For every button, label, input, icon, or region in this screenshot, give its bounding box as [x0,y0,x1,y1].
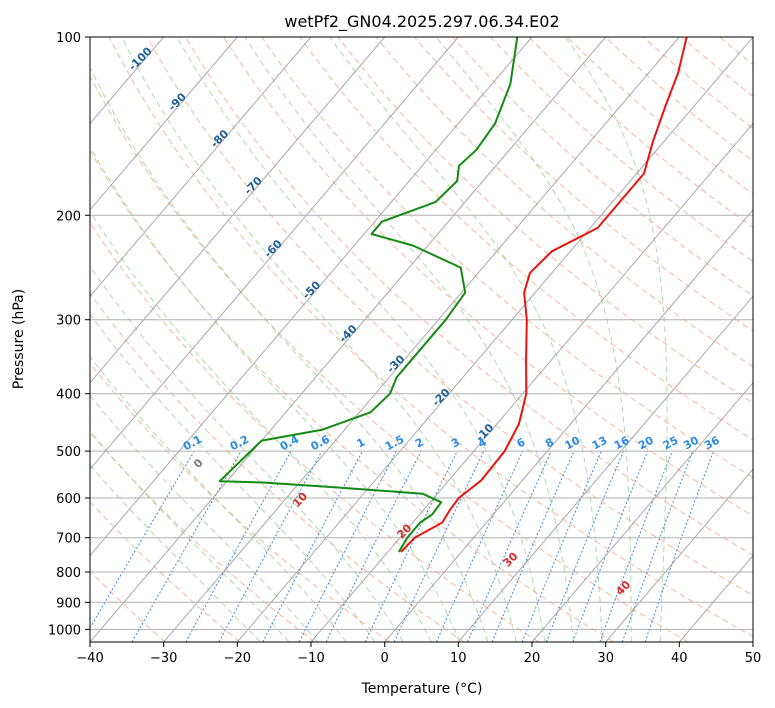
dry-adiabat-line [490,37,753,263]
isotherm-line [310,122,753,642]
dry-adiabat-line [146,37,753,596]
mixing-ratio-line [621,450,694,642]
x-tick-label: 10 [450,651,467,666]
x-tick-label: 30 [597,651,614,666]
isotherm-line [163,37,680,642]
chart-title: wetPf2_GN04.2025.297.06.34.E02 [284,12,559,32]
x-tick-label: 0 [381,651,389,666]
isotherm-line [90,37,459,470]
mixing-ratio-line [467,450,552,642]
mixing-ratio-line [90,450,195,629]
dry-adiabat-line [261,37,753,479]
moist-adiabat-line [176,37,546,642]
mixing-ratio-label: 20 [636,434,656,453]
mixing-ratio-line [644,450,715,642]
mixing-ratio-label: 30 [681,434,701,453]
y-tick-label: 500 [56,445,81,460]
isotherm-line [90,37,238,211]
isotherm-line [236,37,753,642]
x-tick-label: −20 [224,651,251,666]
mixing-ratio-label: 16 [612,434,632,453]
mixing-ratio-label: 13 [590,434,610,453]
dry-adiabat-line [299,37,753,441]
dry-adiabat-line [604,37,753,162]
x-tick-label: 50 [745,651,762,666]
isotherm-line [90,37,607,642]
isotherm-line [531,381,753,642]
mixing-ratio-line [572,450,649,642]
moist-adiabat-line [329,37,603,642]
moist-adiabat-line [90,145,461,642]
moist-adiabat-line [90,430,290,642]
mixing-ratio-line [325,450,422,642]
moist-adiabat-line [90,265,404,642]
y-tick-label: 800 [56,566,81,581]
mixing-ratio-line [599,450,673,642]
mixing-ratio-line [393,450,485,642]
dry-adiabat-line [452,37,753,297]
isotherm-line [90,37,386,384]
dewpoint-profile [218,37,519,553]
plot-area: 0.1 0.2 0.4 0.6 1 1.5 2 3 4 6 8 10 13 16 20 25 30 36-100-… [90,37,753,642]
y-tick-label: 100 [56,31,81,46]
x-tick-label: −30 [150,651,177,666]
mixing-ratio-label: 10 [563,434,583,453]
moist-adiabat-line [90,210,432,642]
dry-adiabat-line [223,37,753,517]
y-axis-label: Pressure (hPa) [11,289,27,389]
x-tick-label: −10 [297,651,324,666]
mixing-ratio-label: 36 [702,434,722,453]
dry-adiabat-line [90,362,390,642]
dry-adiabat-line [337,37,753,404]
isotherm-line [605,468,753,642]
dry-adiabat-line [90,292,465,642]
isotherm-line [384,209,753,642]
x-tick-label: 40 [671,651,688,666]
mixing-ratio-line [435,450,524,642]
mixing-ratio-line [364,450,458,642]
isotherm-line [90,37,533,557]
y-tick-label: 400 [56,388,81,403]
moist-adiabat-line [90,394,319,642]
temperature-profile [400,37,688,553]
isotherm-line [90,37,312,298]
moist-adiabat-line [564,37,668,642]
y-tick-label: 1000 [48,623,81,638]
y-tick-label: 700 [56,532,81,547]
dry-adiabat-line [90,500,241,642]
x-tick-label: 20 [524,651,541,666]
mixing-ratio-line [521,450,602,642]
dry-adiabat-line [414,37,753,332]
moist-adiabat-line [121,37,517,642]
x-tick-label: −40 [76,651,103,666]
dry-adiabat-line [90,74,689,642]
y-tick-label: 600 [56,492,81,507]
y-tick-label: 300 [56,314,81,329]
dry-adiabat-line [90,149,614,642]
mixing-ratio-line [131,450,242,642]
plot-frame [89,36,754,643]
moist-adiabat-line [90,355,347,642]
y-tick-label: 900 [56,596,81,611]
moist-adiabat-line [435,37,632,642]
moist-adiabat-line [90,464,261,642]
x-axis-label: Temperature (°C) [361,681,483,697]
isotherm-line [457,295,753,642]
dry-adiabat-line [90,222,540,642]
mixing-ratio-line [491,450,575,642]
mixing-ratio-label: 25 [661,434,681,453]
mixing-ratio-line [218,450,323,642]
y-tick-label: 200 [56,209,81,224]
